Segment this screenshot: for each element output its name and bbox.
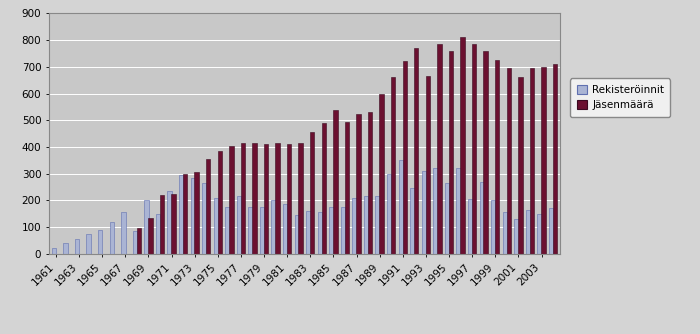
Bar xyxy=(507,68,511,254)
Bar xyxy=(306,211,311,254)
Bar xyxy=(52,248,56,254)
Bar xyxy=(264,144,268,254)
Bar xyxy=(414,48,419,254)
Bar xyxy=(433,168,438,254)
Bar xyxy=(172,194,176,254)
Bar xyxy=(538,214,542,254)
Bar xyxy=(183,174,188,254)
Bar xyxy=(160,195,164,254)
Bar xyxy=(356,114,360,254)
Bar xyxy=(438,44,442,254)
Bar xyxy=(179,175,183,254)
Bar xyxy=(295,215,299,254)
Bar xyxy=(375,196,380,254)
Bar xyxy=(530,68,534,254)
Bar xyxy=(252,143,257,254)
Bar xyxy=(368,112,372,254)
Bar xyxy=(75,239,79,254)
Bar xyxy=(352,198,357,254)
Bar xyxy=(402,61,407,254)
Bar xyxy=(63,242,68,254)
Bar xyxy=(461,37,465,254)
Bar xyxy=(472,44,476,254)
Bar xyxy=(333,110,337,254)
Bar xyxy=(484,51,488,254)
Bar xyxy=(195,172,199,254)
Bar xyxy=(260,207,265,254)
Bar xyxy=(379,94,384,254)
Legend: Rekisteröinnit, Jäsenmäärä: Rekisteröinnit, Jäsenmäärä xyxy=(570,78,671,117)
Bar xyxy=(275,143,280,254)
Bar xyxy=(329,207,334,254)
Bar xyxy=(495,60,499,254)
Bar xyxy=(468,199,472,254)
Bar xyxy=(237,196,241,254)
Bar xyxy=(287,144,291,254)
Bar xyxy=(503,212,507,254)
Bar xyxy=(110,222,114,254)
Bar xyxy=(206,159,211,254)
Bar xyxy=(364,196,368,254)
Bar xyxy=(491,200,496,254)
Bar xyxy=(341,207,345,254)
Bar xyxy=(148,218,153,254)
Bar xyxy=(318,212,322,254)
Bar xyxy=(456,168,461,254)
Bar xyxy=(445,183,449,254)
Bar xyxy=(218,151,222,254)
Bar xyxy=(310,132,314,254)
Bar xyxy=(321,123,326,254)
Bar xyxy=(298,143,303,254)
Bar xyxy=(283,204,288,254)
Bar xyxy=(387,174,391,254)
Bar xyxy=(344,122,349,254)
Bar xyxy=(541,67,546,254)
Bar xyxy=(136,228,141,254)
Bar xyxy=(391,77,395,254)
Bar xyxy=(167,191,172,254)
Bar xyxy=(156,214,160,254)
Bar xyxy=(225,207,230,254)
Bar xyxy=(214,198,218,254)
Bar xyxy=(398,160,403,254)
Bar xyxy=(87,234,91,254)
Bar xyxy=(144,200,148,254)
Bar xyxy=(549,208,553,254)
Bar xyxy=(518,77,522,254)
Bar xyxy=(98,230,102,254)
Bar xyxy=(133,231,137,254)
Bar xyxy=(190,178,195,254)
Bar xyxy=(514,219,519,254)
Bar xyxy=(426,76,430,254)
Bar xyxy=(202,183,206,254)
Bar xyxy=(121,212,125,254)
Bar xyxy=(410,188,414,254)
Bar xyxy=(553,64,557,254)
Bar xyxy=(248,207,253,254)
Bar xyxy=(449,51,453,254)
Bar xyxy=(241,143,245,254)
Bar xyxy=(480,182,484,254)
Bar xyxy=(421,171,426,254)
Bar xyxy=(272,200,276,254)
Bar xyxy=(229,146,234,254)
Bar xyxy=(526,210,530,254)
